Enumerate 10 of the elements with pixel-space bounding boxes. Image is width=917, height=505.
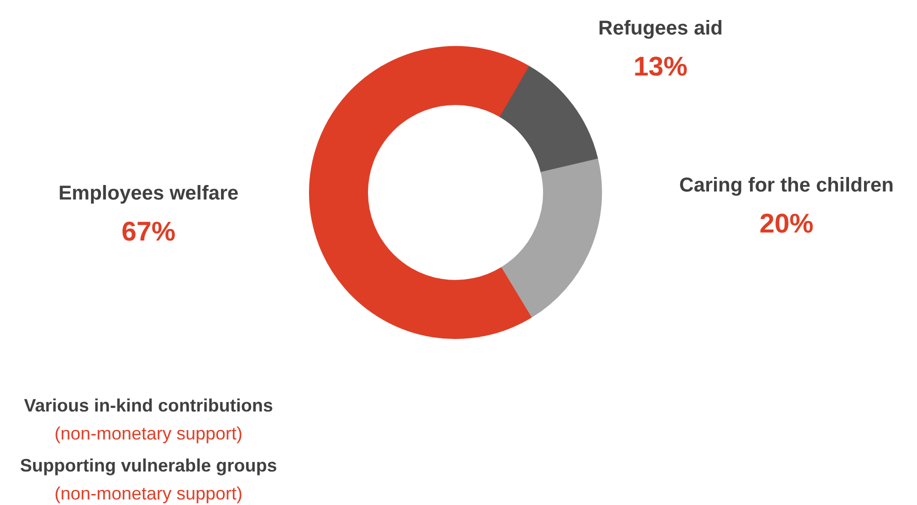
text: (non-monetary support) xyxy=(54,424,243,444)
data-label: 67% xyxy=(121,216,176,246)
text: (non-monetary support) xyxy=(54,484,243,504)
slice-label: Refugees aid xyxy=(598,18,723,40)
text: Various in-kind contributions xyxy=(24,396,274,416)
text: Supporting vulnerable groups xyxy=(20,456,278,476)
slice-label: Employees welfare xyxy=(58,182,239,204)
data-label: 13% xyxy=(633,52,688,82)
data-label: 20% xyxy=(759,208,814,238)
slice-label: Caring for the children xyxy=(679,174,894,196)
